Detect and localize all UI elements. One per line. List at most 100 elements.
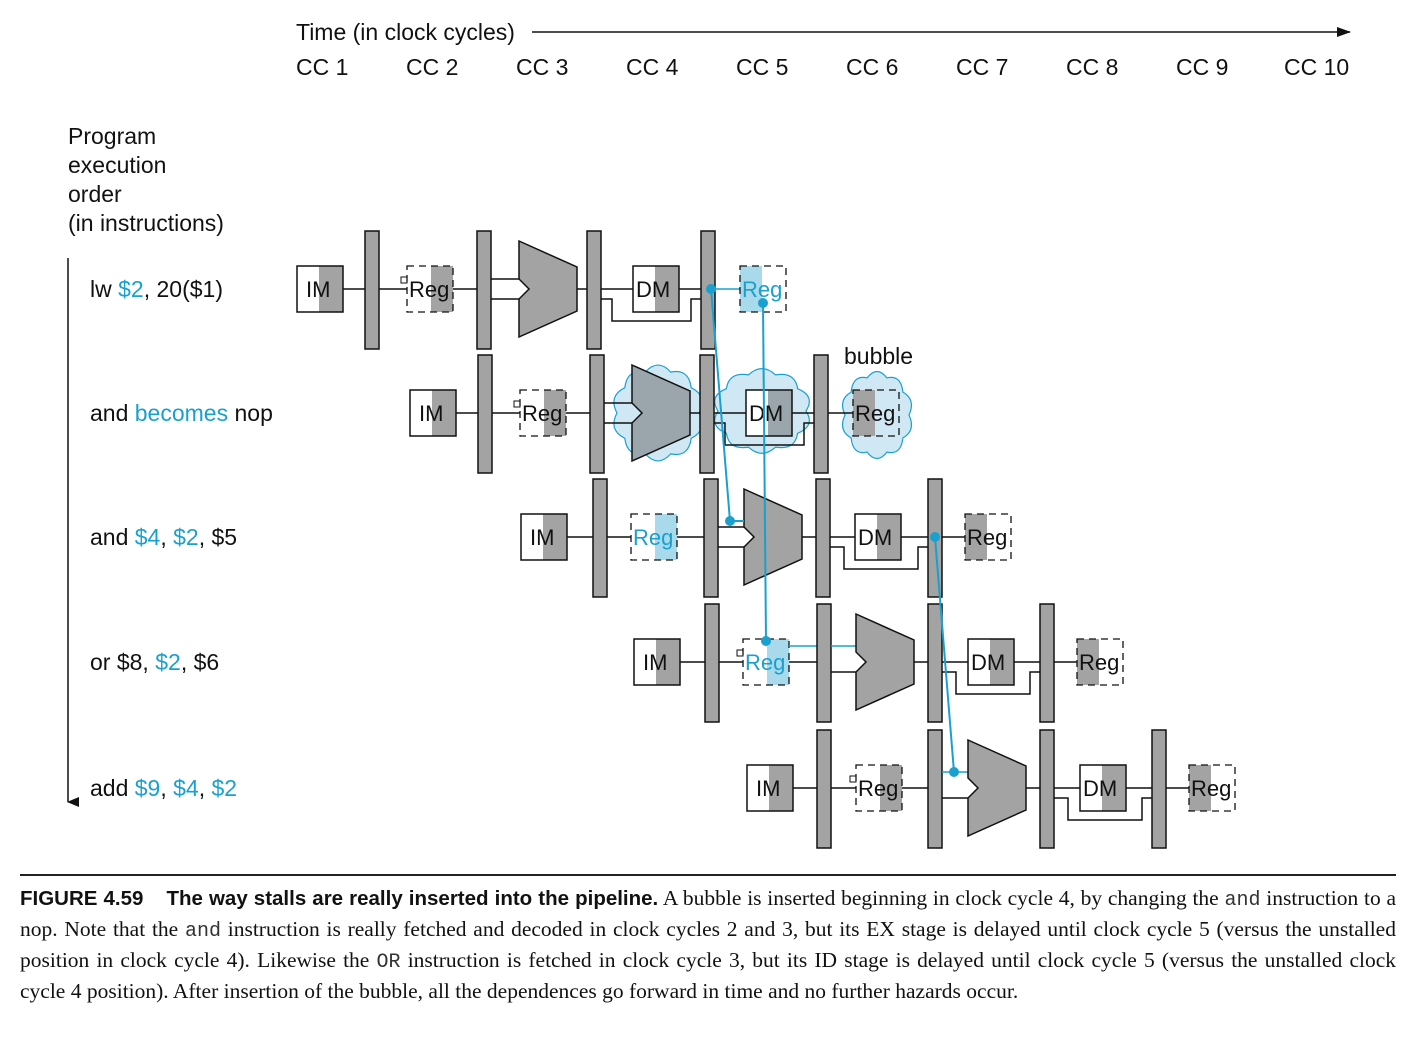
clock-cycle-label: CC 3: [516, 54, 568, 80]
pipeline-row: IM Reg DM Reg: [520, 478, 1012, 598]
im-label: IM: [756, 776, 780, 801]
clock-cycle-labels: CC 1 CC 2 CC 3 CC 4 CC 5 CC 6 CC 7 CC 8 CC 9 CC 1…: [296, 54, 1349, 80]
register-file-block: [852, 389, 900, 437]
forwarding-dot: [758, 298, 768, 308]
caption-code-or: OR: [376, 951, 401, 974]
caption-text-3: instruction is really fetched and decode…: [20, 917, 1396, 972]
im-label: IM: [306, 277, 330, 302]
instruction-text: ,: [199, 775, 212, 801]
memory-bypass-wire: [942, 671, 1040, 695]
pipeline-register: [1039, 729, 1055, 849]
reg-label: Reg: [855, 401, 895, 426]
caption-code-and-2: and: [184, 920, 221, 943]
pipeline-register: [592, 478, 608, 598]
program-order-line: (in instructions): [68, 210, 224, 236]
highlighted-register: $2: [155, 649, 181, 675]
clock-cycle-label: CC 5: [736, 54, 788, 80]
instruction-text: , $6: [181, 649, 219, 675]
dm-label: DM: [971, 650, 1005, 675]
program-order-line: order: [68, 181, 122, 207]
reg-label: Reg: [967, 525, 1007, 550]
pipeline-row: IM Reg DM Reg: [746, 729, 1236, 849]
register-file-block: [1188, 764, 1236, 812]
im-label: IM: [419, 401, 443, 426]
clock-cycle-label: CC 7: [956, 54, 1008, 80]
highlighted-register: $9: [135, 775, 161, 801]
instruction-text: or $8,: [90, 649, 155, 675]
pipeline-register: [364, 230, 380, 350]
pipeline-register: [1151, 729, 1167, 849]
reg-write-port: [849, 775, 857, 783]
alu-block: [967, 738, 1027, 838]
register-file-block: [855, 764, 903, 812]
forwarding-dot: [761, 636, 771, 646]
alu-block: [518, 239, 578, 339]
pipeline-register: [704, 603, 720, 723]
clock-cycle-label: CC 9: [1176, 54, 1228, 80]
pipeline-register: [476, 230, 492, 350]
pipeline-register: [816, 729, 832, 849]
pipeline-register: [589, 354, 605, 474]
instruction-label: or $8, $2, $6: [90, 649, 219, 675]
pipeline-register: [927, 603, 943, 723]
figure-title: The way stalls are really inserted into …: [166, 887, 659, 910]
instruction-text: , $5: [199, 524, 237, 550]
instruction-text: and: [90, 400, 135, 426]
caption-text-2: instruction to a nop. Note that the: [20, 886, 1396, 941]
program-order-line: Program: [68, 123, 156, 149]
instruction-text: lw: [90, 276, 118, 302]
time-axis-label: Time (in clock cycles): [296, 19, 515, 45]
reg-write-port: [400, 276, 408, 284]
dm-label: DM: [636, 277, 670, 302]
highlighted-register: becomes: [135, 400, 228, 426]
pipeline-row: IM Reg DM Reg: [409, 354, 913, 474]
forwarding-wire: [934, 536, 955, 773]
bubble-label: bubble: [844, 343, 913, 369]
dm-label: DM: [749, 401, 783, 426]
caption-text-1: A bubble is inserted beginning in clock …: [658, 886, 1225, 910]
pipeline-register: [703, 478, 719, 598]
pipeline-row: IM Reg DM Reg: [633, 603, 1124, 723]
highlighted-register: $4: [173, 775, 199, 801]
reg-label: Reg: [742, 277, 782, 302]
program-order-label: Program execution order (in instructions): [68, 123, 224, 236]
forwarding-dot: [949, 767, 959, 777]
highlighted-register: $2: [212, 775, 238, 801]
register-file-block: [742, 638, 790, 686]
alu-block: [631, 363, 691, 463]
highlighted-register: $2: [118, 276, 144, 302]
memory-bypass-wire: [830, 546, 928, 570]
highlighted-register: $2: [173, 524, 199, 550]
figure-caption: FIGURE 4.59 The way stalls are really in…: [20, 884, 1396, 1006]
instruction-label: and becomes nop: [90, 400, 273, 426]
clock-cycle-label: CC 6: [846, 54, 898, 80]
dm-label: DM: [1083, 776, 1117, 801]
instruction-text: nop: [228, 400, 273, 426]
pipeline-register: [927, 729, 943, 849]
pipeline-register: [815, 478, 831, 598]
instruction-text: add: [90, 775, 135, 801]
instruction-text: and: [90, 524, 135, 550]
pipeline-register: [477, 354, 493, 474]
instruction-text: , 20($1): [144, 276, 223, 302]
pipeline-register: [1039, 603, 1055, 723]
reg-label: Reg: [409, 277, 449, 302]
forwarding-dot: [930, 532, 940, 542]
pipeline-register: [816, 603, 832, 723]
alu-block: [855, 612, 915, 712]
program-order-line: execution: [68, 152, 166, 178]
reg-label: Reg: [1079, 650, 1119, 675]
figure-number: FIGURE 4.59: [20, 887, 144, 910]
pipeline-register: [699, 354, 715, 474]
clock-cycle-label: CC 8: [1066, 54, 1118, 80]
instruction-label: and $4, $2, $5: [90, 524, 237, 550]
memory-bypass-wire: [1054, 797, 1152, 821]
clock-cycle-label: CC 1: [296, 54, 348, 80]
forwarding-wire: [710, 288, 731, 522]
reg-write-port: [736, 649, 744, 657]
im-label: IM: [643, 650, 667, 675]
caption-text-4: instruction is fetched in clock cycle 3,…: [20, 948, 1396, 1003]
clock-cycle-label: CC 2: [406, 54, 458, 80]
